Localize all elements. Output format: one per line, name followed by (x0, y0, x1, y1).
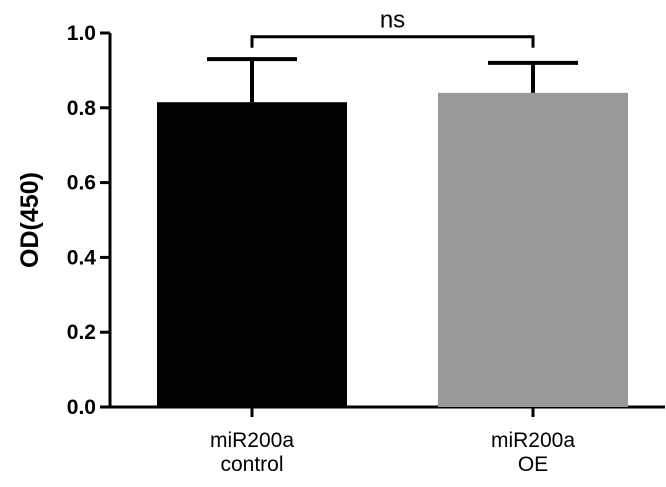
bar (157, 102, 347, 407)
x-axis-labels: miR200a control miR200a OE (210, 407, 575, 476)
y-tick-label: 0.4 (67, 246, 97, 269)
y-tick-label: 0.6 (67, 172, 96, 195)
significance-label: ns (380, 7, 405, 34)
x-tick-label: miR200a OE (491, 429, 575, 476)
significance-bracket: ns (250, 7, 535, 48)
y-axis-title: OD(450) (16, 172, 44, 268)
y-tick-label: 0.0 (67, 396, 96, 419)
bracket-line (250, 35, 535, 48)
y-tick-label: 0.8 (67, 97, 97, 120)
bar (438, 92, 628, 407)
y-axis-ticks: 0.0 0.2 0.4 0.6 0.8 1.0 (67, 22, 110, 419)
y-tick-label: 0.2 (67, 321, 96, 344)
bars (157, 92, 628, 407)
y-tick-label: 1.0 (67, 22, 96, 45)
x-tick-label: miR200a control (210, 429, 294, 476)
error-bars (207, 57, 578, 103)
